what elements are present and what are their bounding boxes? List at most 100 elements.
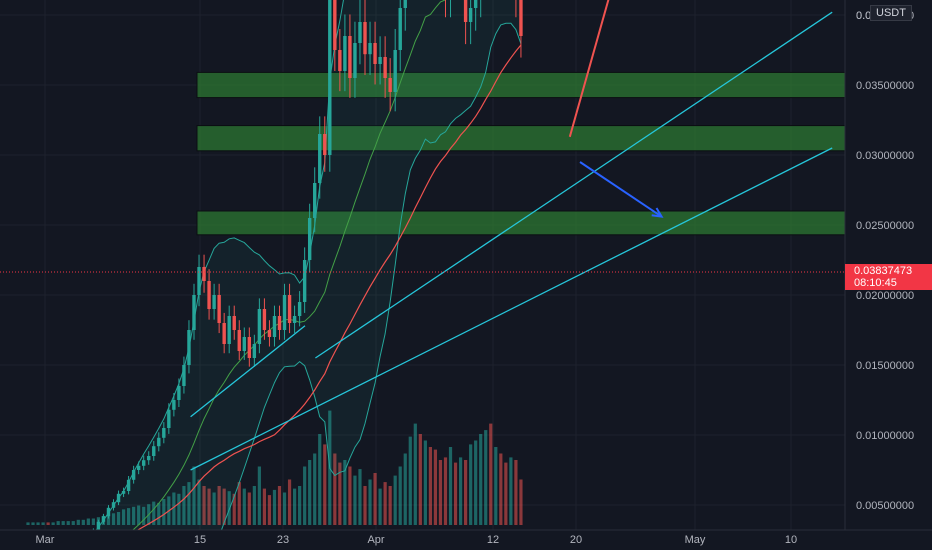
volume-bar xyxy=(494,447,498,525)
candle-body xyxy=(393,50,397,92)
candle-body xyxy=(126,479,131,491)
volume-bar xyxy=(458,457,463,525)
y-tick-label: 0.02500000 xyxy=(856,220,914,232)
candle-body xyxy=(247,337,252,358)
volume-bar xyxy=(479,434,483,525)
candle-body xyxy=(257,309,262,344)
volume-bar xyxy=(262,488,267,525)
volume-bar xyxy=(137,505,141,525)
candle-body xyxy=(473,0,478,8)
volume-bar xyxy=(81,519,85,525)
y-tick-label: 0.03000000 xyxy=(856,150,914,162)
candle-body xyxy=(96,521,101,531)
candle-body xyxy=(242,337,246,351)
candle-body xyxy=(116,493,121,503)
volume-bar xyxy=(443,457,448,525)
candle-body xyxy=(192,295,196,330)
candle-body xyxy=(207,281,211,309)
last-price-tag: 0.03837473 08:10:45 xyxy=(845,264,932,290)
volume-bar xyxy=(388,486,392,525)
volume-bar xyxy=(313,453,317,525)
volume-bar xyxy=(267,495,272,525)
volume-bar xyxy=(242,488,246,525)
trendline[interactable] xyxy=(190,147,833,471)
volume-bar xyxy=(71,521,75,525)
candle-body xyxy=(277,316,282,330)
trendline[interactable] xyxy=(190,325,306,418)
candle-body xyxy=(297,302,302,316)
candle-body xyxy=(177,386,181,400)
candle-body xyxy=(152,446,156,456)
volume-bar xyxy=(257,466,261,525)
x-tick-label: May xyxy=(685,534,706,546)
volume-bar xyxy=(46,522,50,525)
volume-bar xyxy=(408,436,412,525)
candle-body xyxy=(197,267,201,295)
volume-bar xyxy=(212,492,216,525)
arrow-shaft[interactable] xyxy=(579,161,663,218)
candle-body xyxy=(383,57,387,78)
grid xyxy=(0,0,845,530)
candle-body xyxy=(262,309,267,330)
volume-bar xyxy=(333,453,337,525)
volume-bar xyxy=(237,482,241,525)
volume-bar xyxy=(403,453,407,525)
candle-body xyxy=(302,260,307,302)
volume-bar xyxy=(66,521,70,525)
volume-bar xyxy=(353,475,357,525)
candle-body xyxy=(388,78,392,92)
candle-body xyxy=(167,409,171,428)
volume-bar xyxy=(192,466,196,525)
volume-bar xyxy=(76,519,80,525)
volume-bar xyxy=(433,449,438,525)
volume-bar xyxy=(177,493,181,525)
volume-bar xyxy=(116,512,121,525)
volume-bar xyxy=(172,492,176,525)
volume-bar xyxy=(413,423,417,525)
volume-bar xyxy=(343,460,347,525)
candle-body xyxy=(172,400,176,410)
candle-body xyxy=(282,295,287,330)
candle-body xyxy=(343,36,347,71)
time-axis[interactable]: Mar 15 23 Apr 12 20 May 10 xyxy=(36,534,798,546)
volume-bar xyxy=(368,479,372,525)
candle-body xyxy=(227,316,231,344)
volume-bar xyxy=(489,423,493,525)
candle-body xyxy=(287,295,292,323)
candle-body xyxy=(403,0,407,8)
volume-bar xyxy=(162,499,166,525)
volume-bar xyxy=(111,513,116,525)
volume-bar xyxy=(202,486,206,525)
volume-bar xyxy=(323,444,327,525)
volume-bar xyxy=(423,440,427,525)
candle-body xyxy=(121,491,126,494)
volume-bar xyxy=(187,482,191,525)
x-tick-label: 20 xyxy=(570,534,582,546)
volume-bar xyxy=(373,473,377,525)
candle-body xyxy=(212,295,216,309)
y-tick-label: 0.01500000 xyxy=(856,360,914,372)
arrow-shaft[interactable] xyxy=(568,0,641,138)
candle-body xyxy=(378,57,382,64)
candle-body xyxy=(162,428,166,438)
candle-body xyxy=(363,22,367,55)
volume-bar xyxy=(358,469,362,525)
volume-bar xyxy=(121,509,126,525)
candle-body xyxy=(267,330,272,337)
volume-bar xyxy=(383,482,387,525)
y-tick-label: 0.00500000 xyxy=(856,500,914,512)
volume-bar xyxy=(142,506,146,525)
volume-bar xyxy=(91,518,95,525)
countdown-timer: 08:10:45 xyxy=(854,277,897,289)
trendline[interactable] xyxy=(315,11,833,359)
currency-badge[interactable]: USDT xyxy=(870,5,912,21)
volume-bar xyxy=(469,444,473,525)
volume-bar xyxy=(232,493,236,525)
x-tick-label: Mar xyxy=(36,534,55,546)
candle-body xyxy=(368,43,372,55)
candle-body xyxy=(468,8,473,22)
volume-bar xyxy=(474,440,478,525)
volume-bar xyxy=(453,462,458,525)
